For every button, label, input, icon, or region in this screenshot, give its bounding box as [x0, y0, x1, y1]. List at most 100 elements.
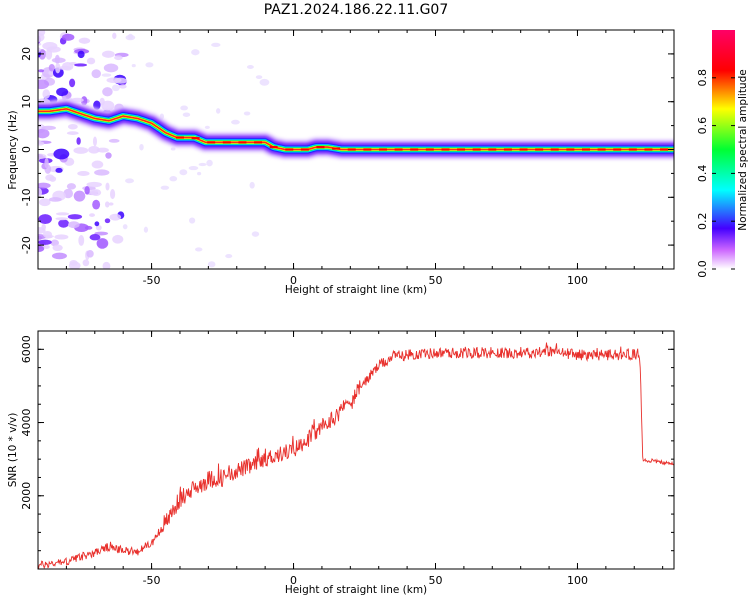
y-tick-label: 4000: [20, 409, 33, 437]
noise-speckle: [255, 75, 263, 79]
noise-speckle: [225, 254, 233, 259]
noise-speckle: [101, 73, 112, 77]
noise-speckle: [182, 112, 191, 117]
noise-speckle: [43, 245, 50, 249]
x-tick-label: 50: [429, 574, 443, 587]
noise-speckle: [67, 214, 83, 220]
noise-speckle: [42, 42, 58, 50]
noise-speckle: [180, 105, 188, 111]
noise-speckle: [197, 171, 202, 176]
noise-speckle: [38, 139, 41, 143]
noise-speckle: [69, 61, 77, 66]
y-tick-label: 2000: [20, 482, 33, 510]
noise-speckle: [58, 65, 72, 70]
noise-speckle: [114, 55, 123, 61]
noise-speckle: [105, 182, 110, 191]
noise-speckle: [109, 213, 122, 221]
noise-speckle: [54, 234, 69, 240]
noise-speckle: [188, 217, 196, 224]
noise-speckle: [80, 96, 88, 106]
noise-speckle: [102, 261, 111, 269]
spectrogram-plot-area: [38, 30, 674, 269]
noise-speckle: [38, 182, 51, 189]
x-tick-label: 0: [290, 574, 297, 587]
noise-speckle: [74, 63, 88, 67]
noise-speckle: [96, 147, 109, 153]
noise-speckle: [249, 181, 255, 189]
noise-speckle: [89, 213, 95, 217]
noise-speckle: [103, 63, 119, 73]
noise-speckle: [48, 63, 55, 72]
noise-speckle: [55, 217, 69, 221]
spectrogram-y-ticks: -20 -10 0 10 20: [20, 29, 674, 270]
noise-speckle: [38, 214, 52, 225]
y-tick-label: 10: [20, 95, 33, 109]
noise-speckle: [78, 37, 91, 44]
colorbar-tick-label: 0.8: [696, 69, 709, 87]
colorbar: 0.0 0.2 0.4 0.6 0.8 Normalized spectral ampl…: [696, 30, 749, 278]
noise-speckle: [55, 212, 70, 216]
noise-speckle: [108, 138, 120, 143]
noise-speckle: [143, 226, 149, 233]
noise-speckle: [86, 57, 96, 65]
snr-y-axis-label: SNR (10 * v/v): [7, 413, 19, 488]
noise-speckle: [73, 190, 86, 202]
noise-speckle: [198, 162, 207, 167]
noise-speckle: [139, 143, 144, 151]
noise-speckle: [88, 146, 100, 154]
snr-series-line: [38, 342, 674, 569]
noise-speckle: [207, 261, 216, 268]
noise-speckle: [104, 201, 110, 208]
noise-speckle: [206, 159, 213, 167]
y-tick-label: 20: [20, 47, 33, 61]
noise-speckle: [96, 238, 109, 249]
noise-speckle: [55, 63, 61, 74]
noise-speckle: [66, 131, 79, 135]
x-tick-label: -50: [143, 274, 161, 287]
noise-speckle: [78, 234, 85, 246]
noise-speckle: [101, 50, 115, 58]
noise-speckle: [111, 84, 120, 92]
colorbar-gradient: [712, 30, 735, 269]
colorbar-tick-label: 0.2: [696, 212, 709, 230]
noise-speckle: [86, 181, 102, 188]
noise-speckle: [38, 128, 50, 139]
colorbar-label: Normalized spectral amplitude: [737, 69, 749, 230]
snr-y-ticks: 2000 4000 6000: [20, 330, 674, 552]
noise-speckle: [38, 69, 45, 73]
snr-x-axis-label: Height of straight line (km): [285, 584, 427, 596]
noise-speckle: [179, 169, 188, 176]
noise-speckle: [38, 155, 46, 159]
noise-speckle: [76, 137, 81, 145]
noise-speckle: [145, 62, 154, 68]
noise-speckle: [160, 185, 170, 190]
spectrogram-panel: -50 0 50 100 -20 -10 0 10 20 Height of straight…: [7, 29, 675, 296]
noise-speckle: [38, 245, 45, 252]
colorbar-tick-label: 0.4: [696, 165, 709, 183]
noise-speckle: [54, 54, 60, 65]
noise-speckle: [131, 64, 136, 68]
noise-speckle: [169, 176, 178, 182]
noise-speckle: [95, 224, 102, 231]
noise-speckle: [69, 259, 78, 266]
spectrogram-x-axis-label: Height of straight line (km): [285, 284, 427, 296]
snr-plot-area: [38, 342, 674, 569]
noise-speckle: [119, 84, 127, 89]
noise-speckle: [52, 244, 63, 252]
noise-speckle: [82, 259, 90, 267]
noise-speckle: [38, 239, 52, 245]
noise-speckle: [55, 167, 63, 173]
figure-title: PAZ1.2024.186.22.11.G07: [264, 2, 449, 18]
noise-speckle: [42, 230, 53, 238]
noise-speckle: [41, 125, 57, 131]
noise-speckle: [66, 183, 77, 190]
noise-speckle: [91, 69, 101, 79]
noise-speckle: [94, 221, 100, 227]
noise-speckle: [69, 78, 76, 88]
noise-speckle: [45, 49, 53, 60]
noise-speckle: [89, 234, 101, 241]
noise-speckle: [122, 224, 128, 230]
noise-speckle: [67, 123, 78, 130]
noise-speckle: [91, 160, 104, 169]
